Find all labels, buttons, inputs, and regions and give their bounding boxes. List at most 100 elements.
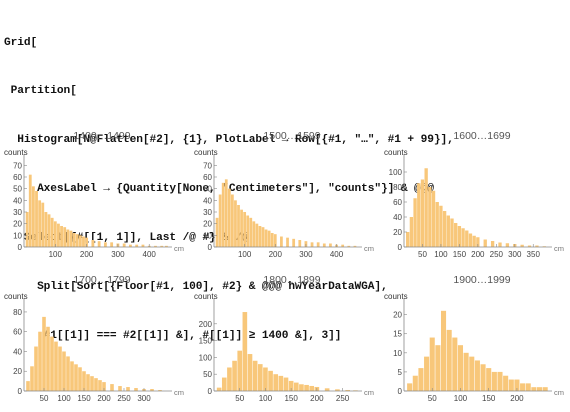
histogram-bar [324, 388, 330, 391]
histogram-bar [468, 233, 473, 247]
code-block[interactable]: Grid[ Partition[ Histogram[N@Flatten[#2]… [4, 2, 564, 342]
x-axis-unit-label: cm [174, 244, 184, 253]
histogram-bar [78, 235, 82, 247]
histogram-bar [97, 241, 101, 247]
histogram-bar [309, 385, 315, 391]
histogram-bar [94, 378, 98, 391]
y-tick-label: 0 [18, 243, 23, 252]
x-tick-label: 350 [527, 250, 541, 259]
y-tick-label: 15 [393, 330, 402, 339]
histogram-bar [249, 217, 253, 247]
histogram-bar [53, 221, 57, 247]
histogram-bar [90, 376, 94, 391]
x-tick-label: 250 [490, 250, 504, 259]
histogram-bar [242, 312, 248, 391]
histogram-bar [420, 179, 425, 247]
y-tick-label: 20 [393, 228, 402, 237]
histogram-bar [520, 383, 526, 391]
histogram-bar [47, 214, 51, 247]
histogram-bar [70, 361, 74, 391]
histogram-bar [452, 337, 458, 391]
x-tick-label: 150 [453, 250, 467, 259]
histogram-bar [490, 241, 495, 247]
x-tick-label: 150 [482, 394, 496, 403]
histogram-bar [66, 356, 70, 391]
code-line-4: AxesLabel → {Quantity[None, "Centimeters… [4, 183, 434, 196]
histogram-bar [234, 200, 237, 247]
histogram-bar [299, 384, 304, 391]
x-tick-label: 200 [510, 394, 524, 403]
plot-title: 1400…1499 [73, 130, 130, 142]
y-tick-label: 50 [13, 185, 22, 194]
histogram-bar [41, 202, 45, 247]
histogram-bar [34, 346, 38, 391]
histogram-panel-2: 1500…1599 counts 0 10 20 30 40 50 60 70 100 200 300 4… [190, 125, 380, 268]
histogram-bar [535, 245, 539, 247]
x-axis-unit-label: cm [364, 388, 374, 397]
histogram-bar [531, 387, 537, 391]
histogram-bar [497, 371, 503, 391]
histogram-bar [126, 387, 130, 391]
histogram-panel-1: 1400…1499 counts 0 10 20 30 40 50 60 70 100 200 300 4… [0, 125, 190, 268]
histogram-bar [461, 228, 465, 247]
x-tick-label: 150 [284, 394, 298, 403]
x-tick-label: 100 [57, 394, 71, 403]
histogram-bar [483, 239, 487, 247]
y-tick-label: 0 [398, 387, 403, 396]
y-tick-label: 20 [393, 311, 402, 320]
histogram-bar [310, 242, 314, 247]
histogram-bar [353, 245, 357, 247]
histogram-bar [273, 234, 277, 247]
y-tick-label: 70 [203, 161, 212, 170]
histogram-bar [267, 230, 271, 247]
histogram-bar [316, 242, 320, 247]
histogram-bar [165, 245, 168, 247]
histogram-bar [122, 243, 126, 247]
histogram-bar [50, 217, 54, 247]
y-tick-label: 60 [13, 173, 22, 182]
histogram-bar [258, 226, 262, 247]
y-tick-label: 60 [393, 198, 402, 207]
x-tick-label: 100 [454, 394, 468, 403]
histogram-1: 1400…1499 counts 0 10 20 30 40 50 60 70 100 200 300 4… [4, 130, 184, 259]
histogram-bar [457, 345, 464, 391]
x-tick-label: 100 [259, 394, 273, 403]
histogram-bar [31, 186, 35, 247]
histogram-bar [57, 223, 60, 247]
y-tick-label: 40 [13, 347, 22, 356]
y-tick-label: 30 [13, 208, 22, 217]
histogram-bar [91, 240, 95, 247]
x-tick-label: 200 [310, 394, 324, 403]
histogram-bar [345, 389, 351, 391]
histogram-panel-5: 1800…1899 counts 0 50 100 150 200 50 100 150 200 25… [190, 269, 380, 412]
y-axis-label: counts [4, 292, 28, 301]
histogram-bar [150, 389, 154, 391]
y-tick-label: 20 [203, 220, 212, 229]
histogram-bar [62, 351, 66, 391]
histogram-bar [85, 237, 89, 247]
histogram-bar [38, 331, 42, 391]
histogram-bar [407, 383, 413, 391]
histogram-bar [469, 356, 475, 391]
histogram-bar [304, 384, 309, 391]
y-tick-label: 0 [208, 243, 213, 252]
plot-title: 1600…1699 [453, 130, 510, 142]
histogram-bar [135, 244, 139, 247]
histogram-bar [240, 209, 243, 247]
y-axis-label: counts [194, 148, 218, 157]
code-line-3: Histogram[N@Flatten[#2], {1}, PlotLabel … [4, 134, 454, 147]
histogram-4: 1700…1799 counts 0 20 40 60 80 50 100 150 200 250 30… [4, 274, 184, 403]
histogram-bar [428, 187, 432, 247]
histogram-bar [442, 211, 447, 247]
y-axis-label: counts [194, 292, 218, 301]
histogram-2: 1500…1599 counts 0 10 20 30 40 50 60 70 100 200 300 4… [194, 130, 374, 259]
histogram-bar [268, 370, 273, 391]
histogram-bar [243, 212, 247, 247]
code-line-2: Partition[ [4, 85, 77, 98]
histogram-bar [42, 316, 46, 391]
histogram-bar [439, 205, 443, 247]
y-tick-label: 40 [13, 196, 22, 205]
histogram-bar [261, 227, 265, 247]
histogram-bar [232, 360, 237, 391]
histogram-bar [110, 242, 114, 247]
